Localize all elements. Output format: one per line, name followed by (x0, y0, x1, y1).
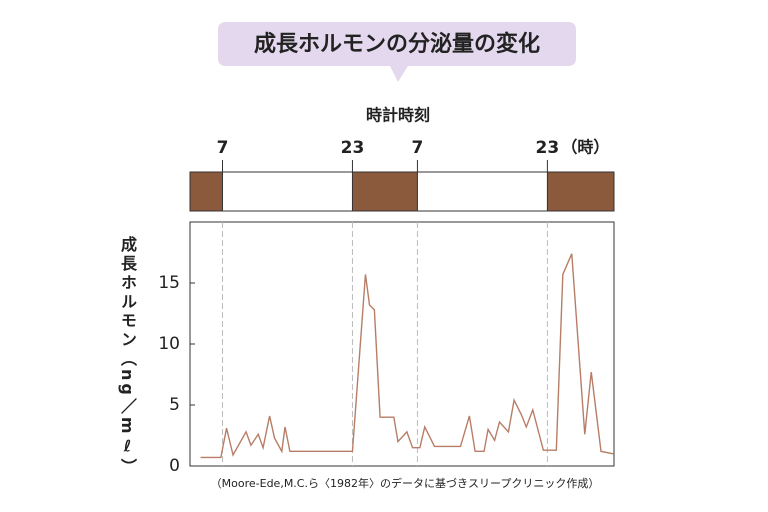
y-tick-label: 5 (169, 395, 180, 415)
title-box (218, 22, 576, 82)
x-tick-label: 7 (217, 138, 229, 158)
x-tick-label: 23 (536, 138, 560, 158)
data-line (200, 253, 614, 459)
x-unit: （時） (561, 138, 609, 157)
x-axis-label: 時計時刻 (366, 106, 430, 125)
y-tick-label: 0 (169, 456, 180, 476)
x-tick-label: 7 (412, 138, 424, 158)
sleep-block (351, 171, 418, 212)
x-tick-label: 23 (341, 138, 365, 158)
sleep-block (546, 171, 615, 212)
y-axis-label: 成長ホルモン（ng／mℓ） (118, 236, 137, 478)
y-tick-label: 10 (158, 334, 180, 354)
plot-area (189, 221, 615, 467)
y-tick-label: 15 (158, 273, 180, 293)
sleep-block (189, 171, 223, 212)
chart-title: 成長ホルモンの分泌量の変化 (254, 31, 540, 57)
caption: （Moore-Ede,M.C.ら〈1982年〉のデータに基づきスリープクリニック… (211, 476, 600, 490)
